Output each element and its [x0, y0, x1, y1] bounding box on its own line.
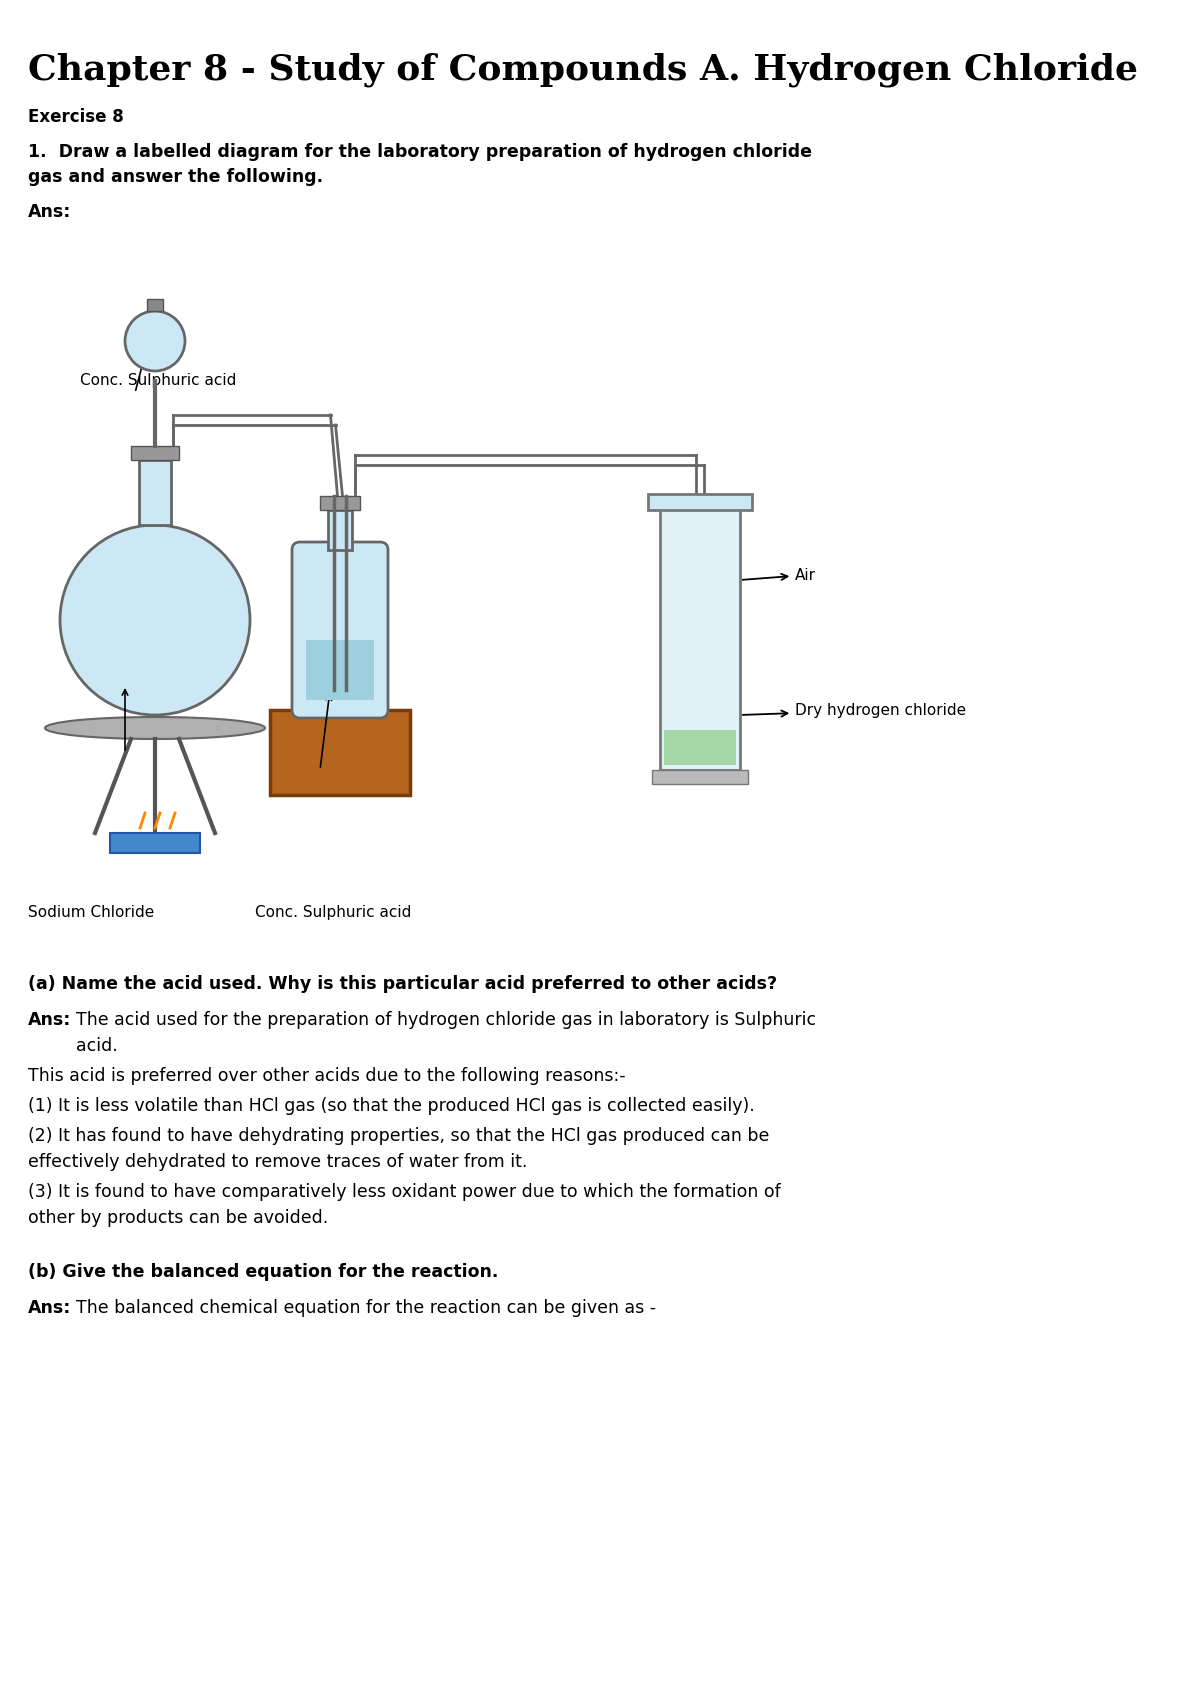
Text: other by products can be avoided.: other by products can be avoided.: [28, 1209, 329, 1228]
FancyBboxPatch shape: [660, 504, 740, 769]
FancyBboxPatch shape: [306, 640, 374, 700]
Text: Ans:: Ans:: [28, 1299, 71, 1318]
FancyBboxPatch shape: [664, 730, 736, 766]
FancyBboxPatch shape: [328, 509, 352, 550]
FancyBboxPatch shape: [648, 494, 752, 509]
Text: Ans:: Ans:: [28, 204, 71, 221]
FancyBboxPatch shape: [131, 447, 179, 460]
FancyBboxPatch shape: [292, 542, 388, 718]
FancyBboxPatch shape: [270, 710, 410, 795]
Text: (a) Name the acid used. Why is this particular acid preferred to other acids?: (a) Name the acid used. Why is this part…: [28, 975, 778, 993]
Text: Air: Air: [743, 567, 816, 582]
Text: Sodium Chloride: Sodium Chloride: [28, 905, 155, 920]
FancyBboxPatch shape: [139, 460, 172, 525]
FancyBboxPatch shape: [320, 496, 360, 509]
Text: Chapter 8 - Study of Compounds A. Hydrogen Chloride: Chapter 8 - Study of Compounds A. Hydrog…: [28, 53, 1138, 87]
Circle shape: [125, 311, 185, 370]
Text: Ans:: Ans:: [28, 1010, 71, 1029]
Text: Conc. Sulphuric acid: Conc. Sulphuric acid: [80, 374, 236, 389]
FancyBboxPatch shape: [148, 299, 163, 311]
Text: The acid used for the preparation of hydrogen chloride gas in laboratory is Sulp: The acid used for the preparation of hyd…: [76, 1010, 816, 1029]
FancyBboxPatch shape: [110, 834, 200, 852]
Text: gas and answer the following.: gas and answer the following.: [28, 168, 323, 187]
FancyBboxPatch shape: [652, 769, 748, 784]
Text: Exercise 8: Exercise 8: [28, 109, 124, 126]
Ellipse shape: [46, 717, 265, 739]
Text: (3) It is found to have comparatively less oxidant power due to which the format: (3) It is found to have comparatively le…: [28, 1184, 781, 1200]
Text: effectively dehydrated to remove traces of water from it.: effectively dehydrated to remove traces …: [28, 1153, 527, 1172]
Text: (2) It has found to have dehydrating properties, so that the HCl gas produced ca: (2) It has found to have dehydrating pro…: [28, 1127, 769, 1144]
Text: (1) It is less volatile than HCl gas (so that the produced HCl gas is collected : (1) It is less volatile than HCl gas (so…: [28, 1097, 755, 1116]
Circle shape: [60, 525, 250, 715]
Text: (b) Give the balanced equation for the reaction.: (b) Give the balanced equation for the r…: [28, 1263, 498, 1280]
Text: The balanced chemical equation for the reaction can be given as -: The balanced chemical equation for the r…: [76, 1299, 656, 1318]
Text: This acid is preferred over other acids due to the following reasons:-: This acid is preferred over other acids …: [28, 1066, 625, 1085]
Text: 1.  Draw a labelled diagram for the laboratory preparation of hydrogen chloride: 1. Draw a labelled diagram for the labor…: [28, 143, 812, 161]
Text: acid.: acid.: [76, 1037, 118, 1054]
Text: Dry hydrogen chloride: Dry hydrogen chloride: [743, 703, 966, 718]
Text: Conc. Sulphuric acid: Conc. Sulphuric acid: [256, 905, 412, 920]
